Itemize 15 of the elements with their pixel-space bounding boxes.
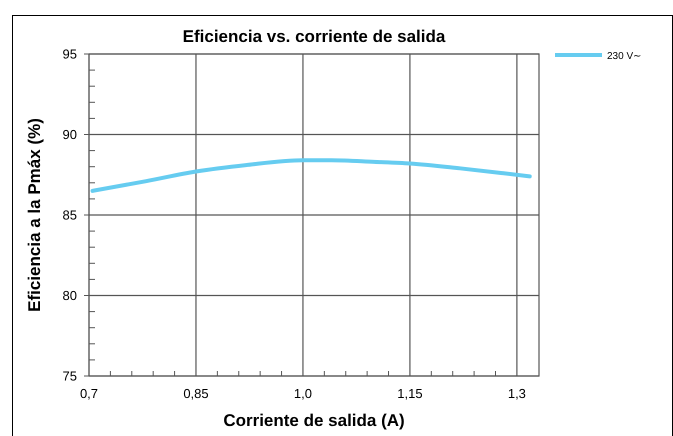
legend-label: 230 V∼ [607,51,642,62]
y-tick-label: 80 [62,288,77,303]
x-tick-label: 0,7 [80,386,98,401]
line-series [90,158,532,193]
y-tick-label: 90 [62,127,77,142]
y-tick-label: 85 [62,208,77,222]
x-tick-label: 1,3 [508,386,526,401]
y-axis-title: Eficiencia a la Pmáx (%) [25,118,44,312]
x-axis-title: Corriente de salida (A) [223,411,405,430]
chart-title: Eficiencia vs. corriente de salida [182,27,446,46]
x-tick-label: 0,85 [183,386,209,401]
y-tick-label: 95 [62,46,77,62]
y-tick-label: 75 [62,368,77,384]
x-tick-label: 1,15 [397,386,423,401]
x-tick-label: 1,0 [294,386,312,401]
